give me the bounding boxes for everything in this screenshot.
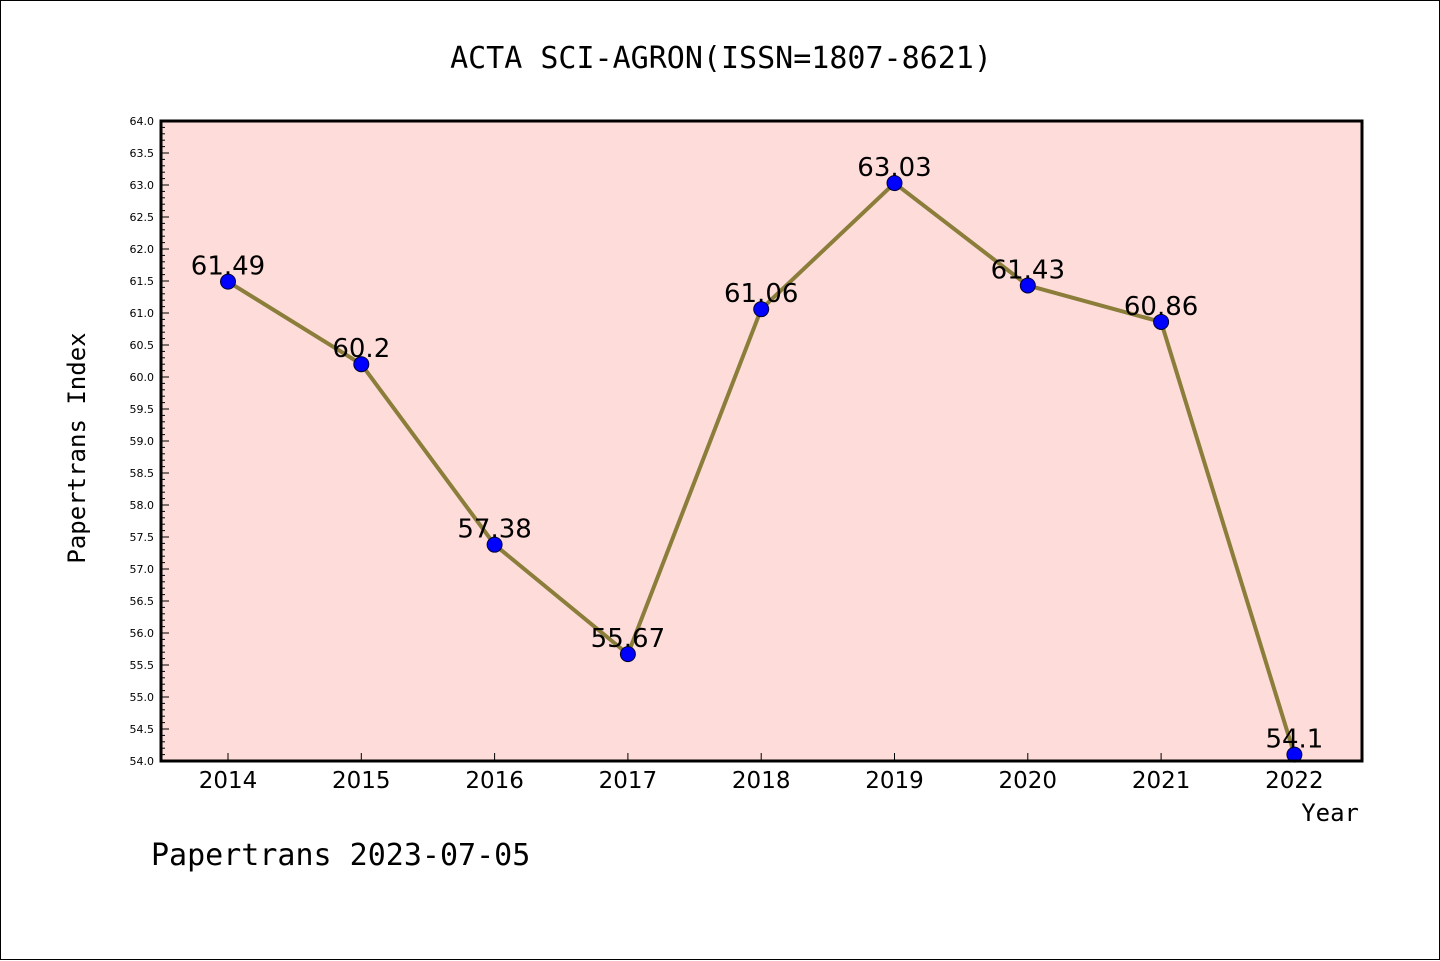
x-tick-label: 2017 xyxy=(599,768,658,794)
y-tick-label: 55.5 xyxy=(130,659,155,672)
data-point xyxy=(486,536,503,553)
y-tick-label: 63.0 xyxy=(130,179,155,192)
data-label: 57.38 xyxy=(457,515,531,545)
y-tick-label: 56.0 xyxy=(130,627,155,640)
y-tick-label: 56.5 xyxy=(130,595,155,608)
x-tick-label: 2018 xyxy=(732,768,791,794)
x-tick-label: 2019 xyxy=(865,768,924,794)
data-label: 60.86 xyxy=(1124,292,1198,322)
y-tick-label: 60.5 xyxy=(130,339,155,352)
data-label: 60.2 xyxy=(332,334,390,364)
data-label: 61.49 xyxy=(191,252,265,282)
x-axis-label: Year xyxy=(1301,799,1359,827)
data-label: 54.1 xyxy=(1265,725,1323,755)
y-tick-label: 54.5 xyxy=(130,723,155,736)
data-point xyxy=(886,175,903,192)
data-point xyxy=(753,301,770,318)
x-tick-label: 2016 xyxy=(465,768,524,794)
x-tick-label: 2014 xyxy=(199,768,258,794)
y-tick-label: 57.5 xyxy=(130,531,155,544)
y-tick-label: 57.0 xyxy=(130,563,155,576)
y-tick-label: 59.5 xyxy=(130,403,155,416)
y-tick-label: 61.0 xyxy=(130,307,155,320)
x-tick-label: 2022 xyxy=(1265,768,1324,794)
plot-area xyxy=(161,121,1362,761)
y-tick-label: 62.0 xyxy=(130,243,155,256)
y-tick-label: 63.5 xyxy=(130,147,155,160)
y-tick-label: 54.0 xyxy=(130,755,155,768)
data-label: 55.67 xyxy=(591,624,665,654)
x-tick-label: 2021 xyxy=(1132,768,1191,794)
data-point xyxy=(353,356,370,373)
x-tick-label: 2020 xyxy=(999,768,1058,794)
y-tick-label: 58.0 xyxy=(130,499,155,512)
y-tick-label: 62.5 xyxy=(130,211,155,224)
data-point xyxy=(220,273,236,290)
x-tick-label: 2015 xyxy=(332,768,391,794)
y-tick-label: 64.0 xyxy=(130,115,155,128)
footer-note: Papertrans 2023-07-05 xyxy=(151,838,530,873)
y-axis-ticks: 54.0 54.5 55.0 55.5 56.0 56.5 57.0 57.5 58.0 58.5… xyxy=(130,115,169,768)
data-point xyxy=(619,646,636,663)
y-tick-label: 61.5 xyxy=(130,275,155,288)
data-label: 61.06 xyxy=(724,279,798,309)
data-label: 63.03 xyxy=(857,153,931,183)
y-axis-label: Papertrans Index xyxy=(63,332,91,563)
chart-title: ACTA SCI-AGRON(ISSN=1807-8621) xyxy=(450,41,992,76)
y-tick-label: 58.5 xyxy=(130,467,155,480)
data-label: 61.43 xyxy=(991,255,1065,285)
y-tick-label: 59.0 xyxy=(130,435,155,448)
y-tick-label: 60.0 xyxy=(130,371,155,384)
data-point xyxy=(1019,277,1036,294)
y-tick-label: 55.0 xyxy=(130,691,155,704)
x-axis-ticks: 2014 2015 2016 2017 2018 2019 2020 2021 2022 xyxy=(199,753,1324,794)
data-point xyxy=(1153,313,1170,330)
plot-border xyxy=(159,119,1364,763)
series-layer: 61.49 60.2 57.38 55.67 61.06 63.03 61.43 60.86 5… xyxy=(191,153,1323,763)
